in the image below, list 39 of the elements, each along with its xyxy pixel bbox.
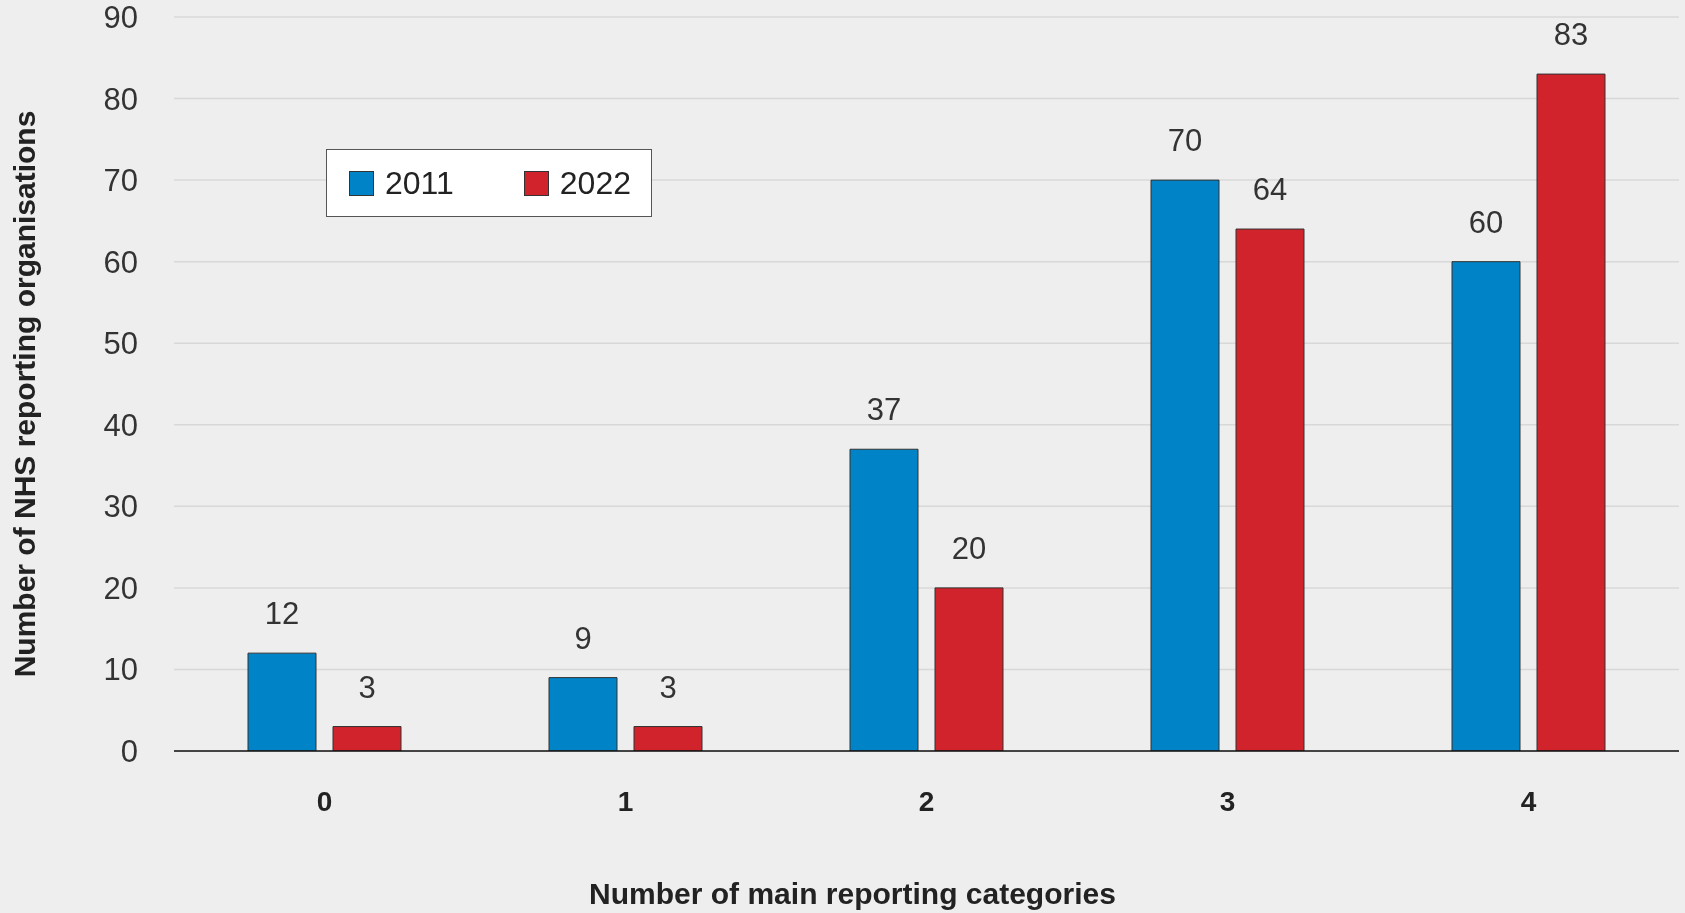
y-axis-title: Number of NHS reporting organisations — [7, 110, 41, 678]
y-tick-label: 40 — [103, 407, 138, 443]
y-tick-label: 10 — [103, 652, 138, 688]
bar — [1451, 261, 1521, 751]
x-axis-title: Number of main reporting categories — [589, 876, 1116, 910]
data-label: 20 — [951, 530, 987, 566]
bar — [934, 587, 1004, 751]
x-tick-label: 2 — [918, 785, 935, 817]
y-tick-label: 50 — [103, 326, 138, 362]
bar — [247, 652, 317, 751]
y-tick-label: 90 — [103, 0, 138, 36]
x-tick-label: 3 — [1219, 785, 1236, 817]
data-label: 9 — [574, 620, 592, 656]
bar — [548, 677, 618, 751]
x-tick-label: 1 — [617, 785, 634, 817]
data-label: 3 — [358, 669, 376, 705]
bar — [633, 726, 703, 751]
data-label: 3 — [659, 669, 677, 705]
x-tick-label: 0 — [316, 785, 333, 817]
bar — [1150, 179, 1220, 751]
data-label: 70 — [1167, 123, 1203, 159]
y-tick-label: 20 — [103, 570, 138, 606]
y-tick-label: 80 — [103, 81, 138, 117]
bar — [332, 726, 402, 751]
legend-label: 2011 — [385, 164, 454, 201]
y-tick-label: 0 — [120, 734, 138, 770]
data-label: 12 — [264, 596, 300, 632]
legend-label: 2022 — [559, 164, 631, 201]
data-label: 37 — [866, 392, 902, 428]
y-tick-label: 60 — [103, 244, 138, 280]
data-label: 64 — [1252, 172, 1288, 208]
data-label: 83 — [1553, 17, 1589, 53]
y-tick-label: 70 — [103, 163, 138, 199]
data-label: 60 — [1468, 204, 1504, 240]
y-tick-label: 30 — [103, 489, 138, 525]
x-tick-label: 4 — [1520, 785, 1537, 817]
bar — [1235, 228, 1305, 751]
bar — [1536, 73, 1606, 751]
bar — [849, 448, 919, 751]
